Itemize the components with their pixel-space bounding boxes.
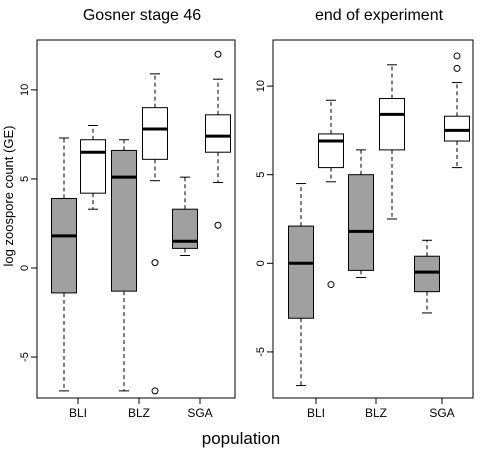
box-iqr: [80, 139, 106, 194]
box-iqr: [379, 97, 405, 151]
box-iqr: [318, 133, 344, 169]
box-iqr: [288, 225, 314, 319]
outlier-point: [453, 52, 461, 60]
outlier-point: [327, 281, 335, 289]
y-tick-label: 5: [19, 176, 31, 182]
y-tick-label: -5: [255, 347, 267, 357]
box-sga-white: [205, 50, 231, 229]
panel-title: end of experiment: [315, 7, 444, 24]
box-bli-gray: [288, 183, 314, 387]
box-blz-white: [379, 64, 405, 220]
box-iqr: [111, 149, 137, 292]
box-sga-gray: [414, 239, 440, 314]
box-iqr: [51, 198, 77, 294]
box-iqr: [444, 115, 470, 142]
box-blz-gray: [111, 139, 137, 392]
box-iqr: [348, 174, 374, 271]
y-tick-label: 5: [255, 172, 267, 178]
x-tick-label: BLI: [307, 406, 325, 420]
y-tick-label: 10: [19, 84, 31, 96]
y-tick-label: 0: [19, 265, 31, 271]
box-iqr: [414, 255, 440, 293]
box-bli-white: [318, 99, 344, 289]
box-sga-white: [444, 52, 470, 169]
outlier-point: [453, 64, 461, 72]
plot-frame: [36, 39, 236, 399]
x-tick-label: SGA: [187, 406, 212, 420]
panel-title: Gosner stage 46: [83, 7, 201, 24]
outlier-point: [151, 259, 159, 267]
outlier-point: [151, 387, 159, 395]
box-bli-gray: [51, 137, 77, 392]
box-blz-white: [142, 73, 168, 395]
x-tick-label: BLI: [69, 406, 87, 420]
box-sga-gray: [172, 176, 198, 257]
y-tick-label: -5: [19, 352, 31, 362]
outlier-point: [214, 50, 222, 58]
x-tick-label: SGA: [429, 406, 454, 420]
y-tick-label: 10: [255, 80, 267, 92]
y-tick-label: 0: [255, 260, 267, 266]
panel-end-of-experiment: end of experiment -5 0 5 10 BLI BLZ SGA: [255, 7, 474, 420]
x-tick-label: BLZ: [128, 406, 150, 420]
box-blz-gray: [348, 149, 374, 278]
box-bli-white: [80, 124, 106, 210]
panel-gosner-stage-46: Gosner stage 46 -5 0 5 10 BLI BLZ SGA: [19, 7, 236, 420]
x-tick-label: BLZ: [365, 406, 387, 420]
x-axis-label: population: [202, 429, 280, 448]
box-iqr: [205, 114, 231, 153]
box-iqr: [142, 107, 168, 160]
plot-frame: [272, 39, 474, 399]
y-axis-label: log zoospore count (GE): [1, 126, 16, 267]
outlier-point: [214, 221, 222, 229]
